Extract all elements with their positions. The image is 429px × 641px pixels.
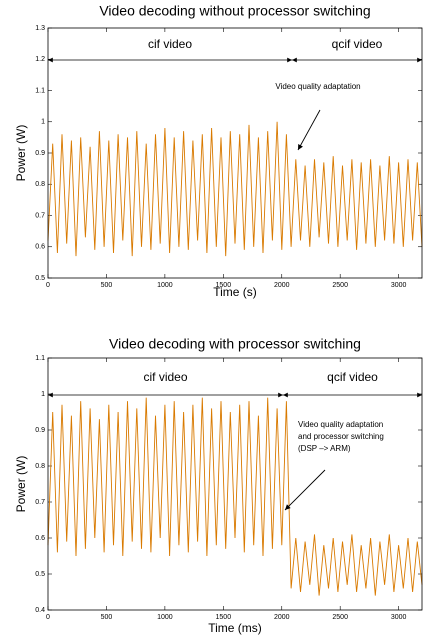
y-tick-label: 1.1 [35,355,45,362]
chart-title: Video decoding with processor switching [109,336,361,352]
x-tick-label: 3000 [391,282,407,289]
x-tick-label: 1000 [157,614,173,621]
y-tick-label: 1 [41,391,45,398]
annotation-arrow [284,469,326,511]
y-tick-label: 0.8 [35,181,45,188]
y-tick-label: 1.3 [35,25,45,32]
y-tick-label: 1 [41,119,45,126]
y-tick-label: 0.5 [35,275,45,282]
y-tick-label: 1.1 [35,87,45,94]
power-trace [47,397,423,596]
x-tick-label: 2500 [332,282,348,289]
y-tick-label: 0.7 [35,499,45,506]
x-tick-label: 0 [46,614,50,621]
x-tick-label: 1500 [216,282,232,289]
y-axis-label: Power (W) [14,456,28,513]
power-trace [47,121,423,257]
segment-label: qcif video [327,370,378,384]
y-axis-label: Power (W) [14,125,28,182]
plot-frame [47,27,423,279]
x-tick-label: 2000 [274,282,290,289]
annotation-arrow [297,109,321,151]
x-tick-label: 2000 [274,614,290,621]
y-tick-label: 1.2 [35,56,45,63]
annotation: (DSP –> ARM) [298,444,351,453]
y-tick-label: 0.7 [35,212,45,219]
x-tick-label: 0 [46,282,50,289]
x-axis-label: Time (ms) [208,621,262,635]
x-axis-label: Time (s) [213,285,257,299]
annotation: Video quality adaptation [275,82,360,91]
x-tick-label: 1000 [157,282,173,289]
chart-title: Video decoding without processor switchi… [99,3,370,19]
segment-label: qcif video [332,37,383,51]
plot-frame [47,357,423,611]
y-tick-label: 0.9 [35,150,45,157]
x-tick-label: 500 [101,614,113,621]
x-tick-label: 3000 [391,614,407,621]
y-tick-label: 0.6 [35,244,45,251]
x-tick-label: 2500 [332,614,348,621]
y-tick-label: 0.5 [35,571,45,578]
y-tick-label: 0.4 [35,607,45,614]
y-tick-label: 0.8 [35,463,45,470]
segment-label: cif video [148,37,192,51]
annotation: and processor switching [298,432,384,441]
y-tick-label: 0.9 [35,427,45,434]
y-tick-label: 0.6 [35,535,45,542]
x-tick-label: 500 [101,282,113,289]
annotation: Video quality adaptation [298,420,383,429]
x-tick-label: 1500 [216,614,232,621]
segment-label: cif video [143,370,187,384]
